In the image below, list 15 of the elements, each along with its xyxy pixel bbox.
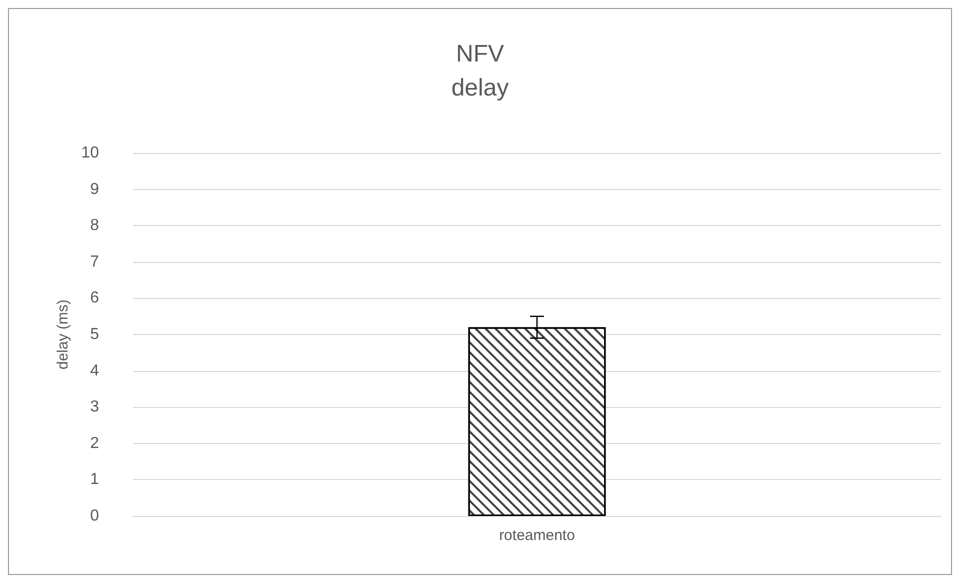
y-tick-label: 10 [81, 144, 100, 162]
chart-subtitle: delay [451, 74, 509, 102]
y-tick-label: 4 [90, 362, 100, 380]
y-tick-label: 1 [90, 471, 100, 488]
chart-title: NFV [456, 40, 504, 68]
x-tick-label: roteamento [499, 527, 575, 544]
y-tick-label: 7 [90, 253, 100, 270]
y-tick-label: 3 [90, 398, 100, 416]
y-tick-label: 9 [90, 180, 100, 198]
y-tick-label: 6 [90, 290, 100, 307]
y-axis-title: delay (ms) [54, 299, 72, 370]
y-tick-label: 5 [90, 326, 100, 343]
y-tick-label: 2 [90, 434, 100, 452]
y-tick-label: 8 [90, 217, 100, 234]
y-tick-label: 0 [90, 508, 100, 524]
